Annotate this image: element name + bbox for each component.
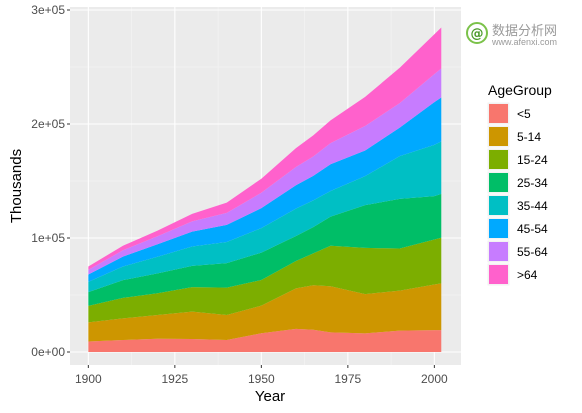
area-series-4 bbox=[88, 141, 442, 293]
y-tick-label: 2e+05 bbox=[31, 117, 65, 131]
legend: AgeGroup <5 5-14 15-24 25-34 35-44 45-54 55-64… bbox=[486, 82, 552, 287]
area-series-6 bbox=[88, 68, 442, 275]
x-tick-label: 1975 bbox=[335, 372, 362, 386]
legend-label: <5 bbox=[517, 107, 531, 121]
x-tick-label: 2000 bbox=[421, 372, 448, 386]
legend-label: 55-64 bbox=[517, 245, 548, 259]
legend-swatch bbox=[489, 127, 508, 146]
area-series-group bbox=[88, 27, 442, 352]
area-series-1 bbox=[88, 283, 442, 342]
area-series-0 bbox=[88, 328, 442, 352]
svg-text:@: @ bbox=[471, 27, 484, 42]
y-axis-label: Thousands bbox=[8, 149, 25, 223]
area-series-2 bbox=[88, 237, 442, 323]
x-tick-label: 1925 bbox=[161, 372, 188, 386]
area-series-7 bbox=[88, 27, 442, 270]
area-series-5 bbox=[88, 97, 442, 282]
watermark-url: www.afenxi.com bbox=[492, 37, 558, 47]
x-axis-label: Year bbox=[255, 388, 285, 405]
legend-swatch bbox=[489, 173, 508, 192]
legend-swatch bbox=[489, 219, 508, 238]
afenxi-logo-icon: @ bbox=[466, 22, 488, 44]
x-tick-label: 1950 bbox=[248, 372, 275, 386]
y-tick-label: 1e+05 bbox=[31, 231, 65, 245]
y-tick-label: 3e+05 bbox=[31, 3, 65, 17]
x-tick-label: 1900 bbox=[75, 372, 102, 386]
legend-label: 15-24 bbox=[517, 153, 548, 167]
legend-swatch bbox=[489, 242, 508, 261]
y-axis-ticks: 0e+00 1e+05 2e+05 3e+05 bbox=[31, 3, 70, 359]
legend-label: 5-14 bbox=[517, 130, 541, 144]
legend-swatch bbox=[489, 196, 508, 215]
legend-label: 45-54 bbox=[517, 222, 548, 236]
watermark-title: 数据分析网 bbox=[492, 24, 558, 39]
legend-title: AgeGroup bbox=[488, 82, 552, 98]
legend-swatch bbox=[489, 265, 508, 284]
legend-label: 25-34 bbox=[517, 176, 548, 190]
legend-label: 35-44 bbox=[517, 199, 548, 213]
y-tick-label: 0e+00 bbox=[31, 345, 65, 359]
legend-swatch bbox=[489, 104, 508, 123]
legend-swatch bbox=[489, 150, 508, 169]
legend-label: >64 bbox=[517, 268, 538, 282]
area-series-3 bbox=[88, 193, 442, 306]
x-axis-ticks: 1900 1925 1950 1975 2000 bbox=[75, 365, 448, 386]
watermark: @ 数据分析网 www.afenxi.com bbox=[466, 18, 578, 52]
